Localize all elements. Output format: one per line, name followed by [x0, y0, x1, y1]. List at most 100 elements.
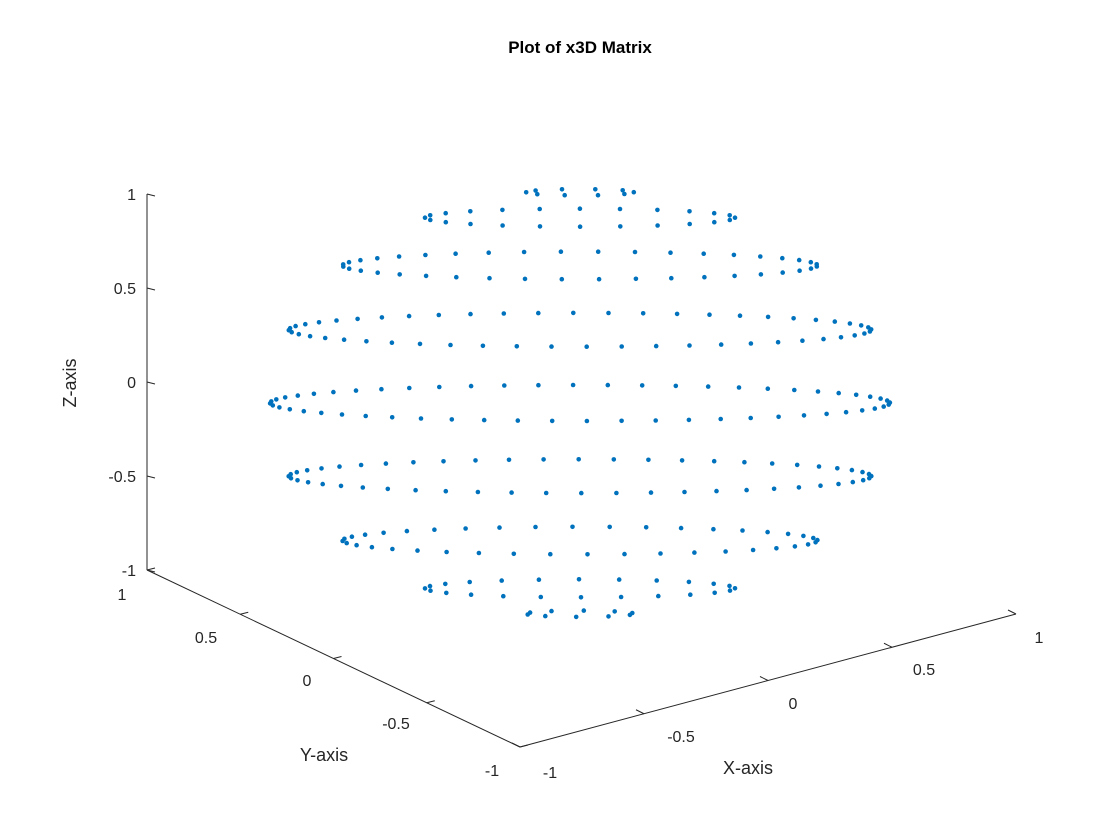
scatter-point: [501, 311, 507, 316]
scatter-point: [562, 192, 567, 198]
scatter-point: [794, 462, 800, 468]
scatter-point: [334, 318, 339, 323]
scatter-point: [428, 588, 433, 593]
scatter-point: [682, 489, 687, 495]
x-tick-label: 1: [1035, 630, 1044, 647]
scatter-point: [320, 481, 326, 487]
x-axis-label: X-axis: [723, 758, 773, 778]
scatter-point: [301, 408, 307, 414]
scatter-point: [619, 418, 624, 424]
scatter-point: [622, 551, 627, 557]
scatter-point: [468, 592, 474, 597]
scatter-point: [338, 483, 344, 489]
x-tick: 1: [1007, 609, 1044, 647]
scatter-point: [423, 273, 429, 279]
scatter-point: [687, 221, 692, 227]
scatter-point: [617, 206, 623, 212]
scatter-point: [467, 579, 473, 585]
scatter-point: [765, 314, 771, 320]
scatter-point: [605, 382, 611, 388]
scatter-point: [701, 251, 706, 256]
scatter-point: [362, 532, 368, 537]
y-ticks: -1 -0.5 0 0.5 1: [118, 567, 529, 780]
scatter-point: [805, 542, 811, 547]
z-axis-label: Z-axis: [60, 359, 80, 408]
scatter-point: [686, 417, 692, 423]
scatter-point: [358, 257, 363, 263]
scatter-point: [499, 578, 505, 583]
scatter-point: [860, 477, 866, 483]
scatter-point: [480, 343, 486, 349]
scatter-point: [428, 217, 433, 223]
scatter-point: [640, 311, 646, 316]
scatter-point: [342, 536, 347, 542]
scatter-point: [579, 490, 584, 496]
scatter-point: [796, 257, 802, 263]
scatter-point: [727, 217, 733, 223]
scatter-point: [295, 478, 300, 483]
x-tick: -0.5: [635, 709, 695, 746]
scatter-point: [463, 526, 468, 531]
scatter-point: [632, 249, 638, 255]
scatter-point: [443, 210, 449, 216]
scatter-point: [363, 413, 369, 419]
scatter-point: [653, 418, 658, 423]
scatter-point: [577, 206, 583, 211]
scatter-point: [506, 457, 512, 463]
scatter-point: [811, 535, 816, 541]
scatter-point: [444, 590, 449, 596]
scatter-point: [718, 342, 724, 347]
scatter-point: [487, 275, 492, 281]
scatter-point: [522, 276, 528, 282]
scatter-point: [862, 331, 867, 336]
x-tick: -1: [511, 742, 557, 782]
scatter-point: [346, 266, 352, 272]
scatter-point: [468, 311, 473, 317]
scatter-point: [622, 191, 627, 197]
scatter-point: [796, 485, 802, 490]
scatter-point: [655, 207, 660, 213]
scatter-point: [527, 610, 533, 615]
scatter-point: [750, 547, 756, 553]
scatter-point: [702, 274, 707, 280]
scatter-point: [581, 608, 587, 613]
scatter-point: [340, 262, 346, 267]
scatter-point: [813, 317, 819, 323]
scatter-point: [514, 344, 520, 349]
scatter-point: [758, 272, 764, 277]
scatter-point: [294, 469, 300, 475]
scatter-point: [612, 609, 617, 614]
scatter-point: [353, 388, 359, 393]
scatter-point: [737, 313, 743, 319]
scatter-point: [486, 250, 492, 255]
scatter-point: [476, 550, 482, 556]
scatter-point: [692, 550, 697, 555]
scatter-point: [824, 411, 829, 417]
scatter-point: [411, 460, 416, 465]
y-tick: -1: [485, 744, 529, 780]
scatter-point: [307, 333, 313, 339]
scatter-point: [288, 471, 294, 477]
scatter-point: [758, 254, 763, 259]
scatter-point: [853, 392, 859, 398]
scatter-point: [543, 490, 549, 496]
scatter-point: [341, 337, 347, 343]
scatter-point: [558, 249, 564, 254]
scatter-point: [389, 340, 395, 346]
scatter-point: [577, 224, 583, 229]
scatter-point: [417, 341, 423, 347]
scatter-point: [836, 481, 841, 487]
scatter-point: [731, 252, 737, 258]
scatter-point: [559, 187, 565, 192]
x-tick-label: -0.5: [667, 729, 695, 746]
scatter-point: [535, 191, 540, 197]
scatter-point: [765, 386, 771, 392]
scatter-point: [523, 190, 529, 195]
scatter-point: [515, 418, 521, 423]
scatter-point: [852, 333, 857, 338]
scatter-point: [453, 251, 458, 256]
scatter-point: [814, 264, 820, 269]
scatter-point: [385, 486, 391, 492]
scatter-point: [744, 487, 749, 493]
scatter-point: [801, 413, 807, 418]
